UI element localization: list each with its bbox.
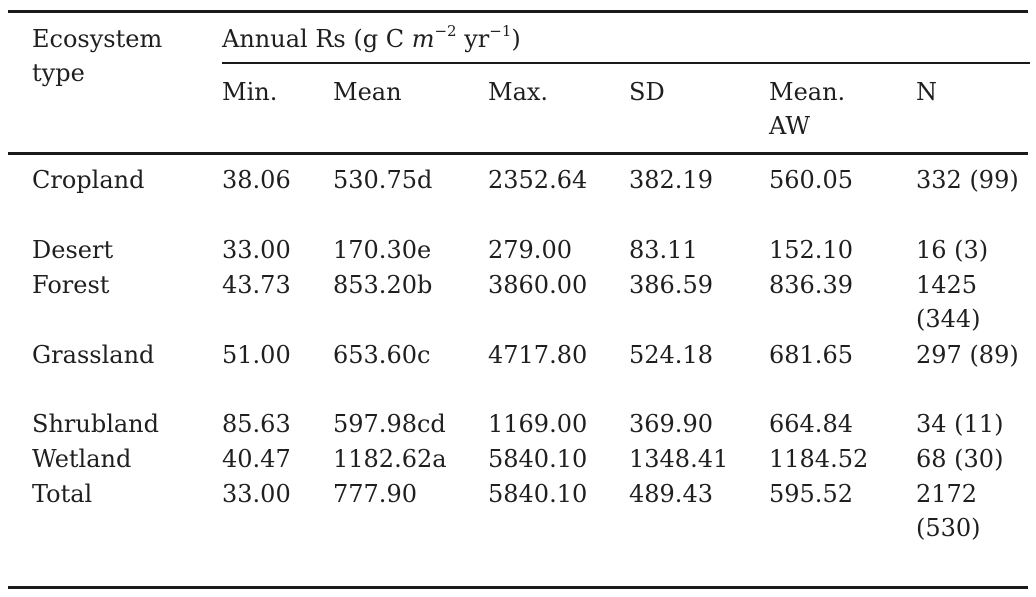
cell-sd: 83.11	[629, 236, 698, 264]
cell-mean-aw: 152.10	[769, 236, 853, 264]
header-n: N	[916, 78, 937, 106]
cell-sd: 489.43	[629, 480, 713, 508]
bottom-rule	[8, 586, 1028, 589]
cell-mean: 1182.62a	[333, 445, 447, 473]
cell-n: 68 (30)	[916, 445, 1004, 473]
header-annual-rs-group: Annual Rs (g C m−2 yr−1)	[222, 22, 521, 54]
cell-n: 297 (89)	[916, 341, 1019, 369]
cell-min: 43.73	[222, 271, 291, 299]
cell-type: Total	[32, 480, 93, 508]
cell-min: 51.00	[222, 341, 291, 369]
header-mean-aw: Mean. AW	[769, 78, 846, 140]
cell-type: Desert	[32, 236, 114, 264]
cell-n: 2172 (530)	[916, 480, 981, 542]
header-max: Max.	[488, 78, 549, 106]
header-ecosystem-type: Ecosystem type	[32, 25, 163, 87]
cell-max: 279.00	[488, 236, 572, 264]
header-min: Min.	[222, 78, 278, 106]
cell-sd: 386.59	[629, 271, 713, 299]
cell-n: 16 (3)	[916, 236, 989, 264]
cell-mean-aw: 1184.52	[769, 445, 869, 473]
cell-max: 5840.10	[488, 480, 588, 508]
cell-max: 2352.64	[488, 166, 588, 194]
cell-sd: 1348.41	[629, 445, 729, 473]
cell-type: Forest	[32, 271, 110, 299]
cell-n: 34 (11)	[916, 410, 1004, 438]
cell-mean: 530.75d	[333, 166, 433, 194]
cell-sd: 382.19	[629, 166, 713, 194]
cell-min: 85.63	[222, 410, 291, 438]
cell-mean-aw: 836.39	[769, 271, 853, 299]
cell-sd: 369.90	[629, 410, 713, 438]
cell-max: 3860.00	[488, 271, 588, 299]
group-rule	[222, 62, 1030, 64]
header-rule	[8, 152, 1028, 155]
cell-mean-aw: 681.65	[769, 341, 853, 369]
cell-mean-aw: 595.52	[769, 480, 853, 508]
top-rule	[8, 10, 1028, 13]
cell-mean-aw: 664.84	[769, 410, 853, 438]
cell-min: 33.00	[222, 236, 291, 264]
cell-max: 1169.00	[488, 410, 588, 438]
cell-type: Cropland	[32, 166, 145, 194]
header-mean: Mean	[333, 78, 402, 106]
cell-min: 38.06	[222, 166, 291, 194]
cell-max: 5840.10	[488, 445, 588, 473]
header-sd: SD	[629, 78, 665, 106]
cell-mean: 653.60c	[333, 341, 431, 369]
cell-mean-aw: 560.05	[769, 166, 853, 194]
cell-type: Wetland	[32, 445, 132, 473]
cell-mean: 853.20b	[333, 271, 433, 299]
cell-min: 40.47	[222, 445, 291, 473]
cell-n: 332 (99)	[916, 166, 1019, 194]
cell-sd: 524.18	[629, 341, 713, 369]
cell-mean: 170.30e	[333, 236, 432, 264]
cell-mean: 597.98cd	[333, 410, 446, 438]
cell-type: Shrubland	[32, 410, 159, 438]
cell-n: 1425 (344)	[916, 271, 981, 333]
cell-type: Grassland	[32, 341, 155, 369]
cell-min: 33.00	[222, 480, 291, 508]
cell-max: 4717.80	[488, 341, 588, 369]
cell-mean: 777.90	[333, 480, 417, 508]
